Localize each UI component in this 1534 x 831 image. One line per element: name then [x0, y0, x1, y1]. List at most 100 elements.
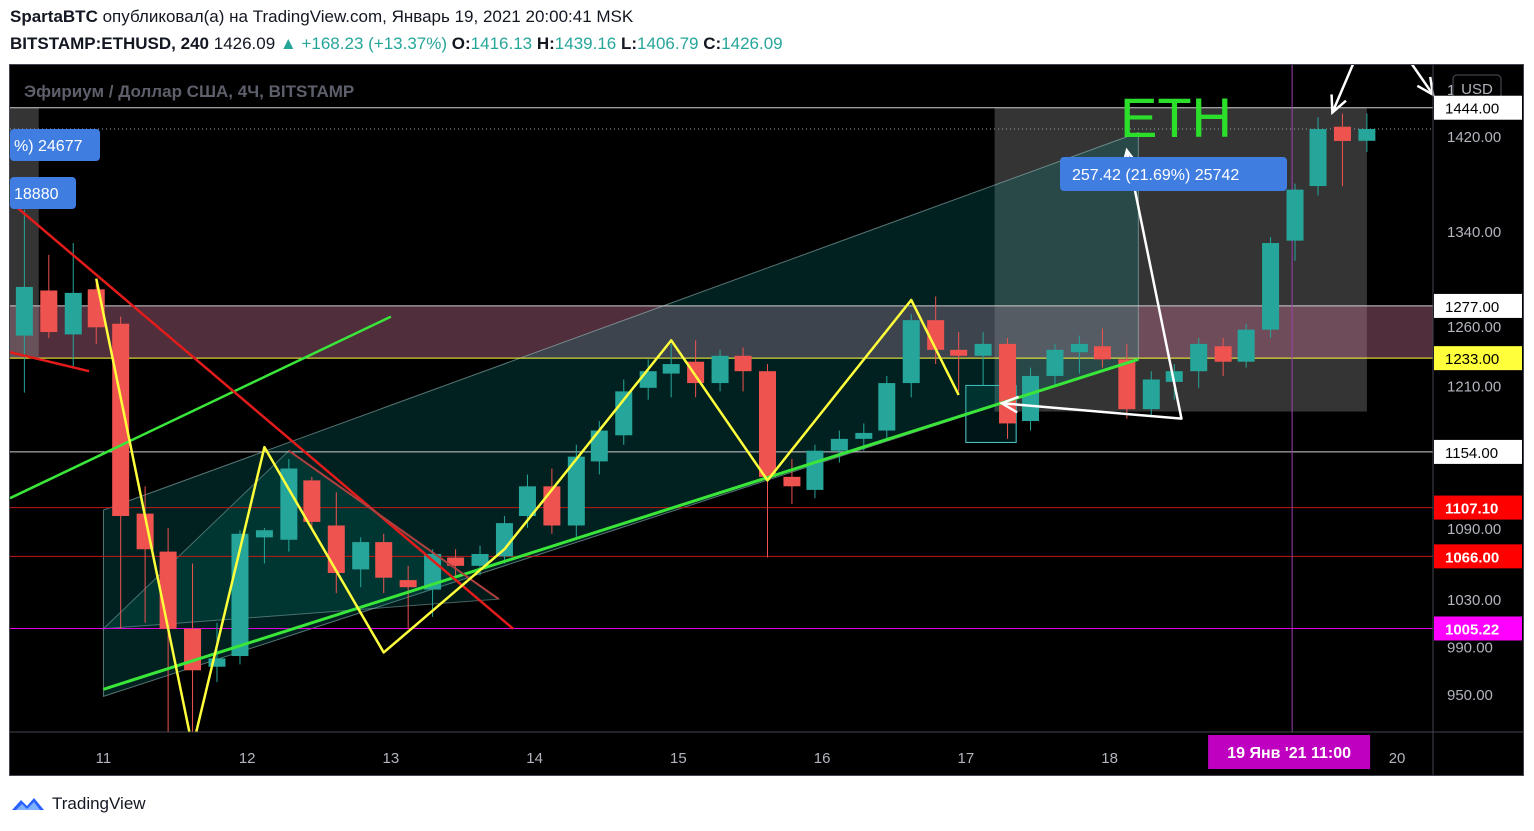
candle-body-8: [208, 658, 226, 667]
x-tick-label-4: 15: [670, 750, 687, 767]
candle-body-42: [1022, 375, 1040, 422]
tradingview-logo-icon: [12, 798, 44, 810]
high-label: H:: [536, 34, 555, 53]
chart-title: Эфириум / Доллар США, 4Ч, BITSTAMP: [24, 82, 354, 101]
candle-body-23: [567, 456, 585, 526]
eth-annotation: ETH: [1120, 86, 1232, 149]
candle-body-54: [1309, 129, 1327, 187]
candle-body-2: [64, 292, 82, 335]
x-tick-label-3: 14: [526, 750, 543, 767]
candle-body-30: [734, 355, 752, 372]
candle-body-55: [1333, 126, 1351, 141]
price-level-tag-bg-2: [1434, 346, 1522, 371]
symbol-name: BITSTAMP:ETHUSD, 240: [10, 34, 209, 53]
price-level-tag-0: 1444.00: [1445, 101, 1499, 118]
candle-body-12: [303, 480, 321, 522]
y-tick-label-3: 1090.00: [1447, 521, 1501, 538]
price-chart[interactable]: Эфириум / Доллар США, 4Ч, BITSTAMP ETH %) …: [10, 65, 1523, 775]
price-change: ▲ +168.23 (+13.37%): [279, 34, 448, 53]
measure-label-0: %) 24677: [14, 138, 83, 155]
usd-button-label[interactable]: USD: [1461, 81, 1493, 98]
x-tick-label-0: 11: [96, 750, 112, 767]
candle-body-16: [399, 580, 417, 588]
candle-body-11: [280, 468, 298, 540]
candle-body-15: [375, 542, 393, 578]
price-level-tag-bg-1: [1434, 293, 1522, 318]
candle-body-45: [1093, 346, 1111, 360]
candle-body-40: [974, 343, 992, 356]
white-arrow-path-1: [1331, 65, 1433, 113]
candle-body-26: [639, 371, 657, 388]
x-tick-label-6: 17: [958, 750, 975, 767]
measure-label-2: 257.42 (21.69%) 25742: [1072, 167, 1239, 184]
red-downtrend-line: [10, 200, 514, 630]
price-level-tag-bg-5: [1434, 544, 1522, 569]
close-value: 1426.09: [721, 34, 783, 53]
candle-body-1: [40, 290, 58, 333]
candle-body-50: [1214, 346, 1232, 362]
candle-body-33: [806, 450, 824, 490]
candle-body-43: [1046, 349, 1064, 376]
candle-body-36: [878, 383, 896, 431]
candle-body-34: [830, 438, 848, 451]
price-level-tag-6: 1005.22: [1445, 621, 1499, 638]
candle-body-52: [1262, 243, 1280, 330]
measure-label-1: 18880: [14, 186, 59, 203]
symbol-info: BITSTAMP:ETHUSD, 240 1426.09 ▲ +168.23 (…: [10, 34, 783, 54]
price-level-tag-2: 1233.00: [1445, 351, 1499, 368]
green-support-line: [102, 357, 1139, 691]
footer: TradingView: [10, 792, 146, 816]
close-label: C:: [703, 34, 722, 53]
red-triangle-edge: [288, 449, 500, 600]
white-arrow-tail-head-0: [998, 395, 1020, 414]
x-tick-label-8: 20: [1389, 750, 1406, 767]
price-level-tag-1: 1277.00: [1445, 299, 1499, 316]
y-tick-label-0: 950.00: [1447, 687, 1493, 704]
candle-body-6: [159, 551, 177, 629]
y-tick-label-7: 1420.00: [1447, 129, 1501, 146]
x-tick-label-5: 16: [814, 750, 831, 767]
candle-body-48: [1165, 371, 1183, 382]
price-level-tag-5: 1066.00: [1445, 549, 1499, 566]
green-trendline-left: [10, 315, 392, 500]
y-tick-label-top: 1: [1447, 82, 1455, 99]
author-name[interactable]: SpartaBTC: [10, 7, 98, 26]
candle-body-10: [255, 530, 273, 538]
candle-body-28: [687, 361, 705, 384]
candle-body-19: [471, 553, 489, 566]
candle-body-18: [447, 557, 465, 566]
price-level-tag-bg-6: [1434, 616, 1522, 641]
measure-label-bg-2: [1060, 157, 1287, 191]
brand-name[interactable]: TradingView: [52, 794, 146, 813]
candle-body-4: [112, 323, 130, 516]
current-time-label: 19 Янв '21 11:00: [1227, 745, 1351, 762]
white-arrow-tail-head-1: [1330, 94, 1347, 116]
yellow-zigzag: [95, 278, 960, 732]
chart-area[interactable]: Эфириум / Доллар США, 4Ч, BITSTAMP ETH %) …: [9, 64, 1524, 776]
low-label: L:: [620, 34, 638, 53]
candle-body-21: [518, 486, 536, 516]
candle-body-49: [1190, 343, 1208, 372]
candle-body-29: [711, 355, 729, 384]
measure-label-bg-0: [10, 129, 100, 161]
high-value: 1439.16: [554, 34, 617, 53]
low-value: 1406.79: [637, 34, 699, 53]
white-arrow-path-0: [1001, 150, 1183, 420]
candle-body-24: [590, 430, 608, 462]
price-level-tag-bg-4: [1434, 495, 1522, 520]
candle-body-31: [758, 371, 776, 477]
candle-body-14: [352, 542, 370, 570]
y-tick-label-5: 1260.00: [1447, 319, 1501, 336]
open-label: O:: [451, 34, 471, 53]
current-time-label-bg: [1208, 735, 1371, 769]
candle-body-46: [1118, 359, 1136, 410]
candle-body-56: [1358, 128, 1376, 141]
candle-body-44: [1070, 343, 1088, 353]
white-arrow-head-1: [1416, 76, 1435, 98]
candle-body-47: [1142, 379, 1160, 410]
candle-body-37: [902, 320, 920, 384]
price-level-tag-bg-3: [1434, 439, 1522, 464]
candle-body-20: [495, 523, 513, 557]
candle-body-32: [783, 476, 801, 487]
candle-body-13: [327, 525, 345, 573]
